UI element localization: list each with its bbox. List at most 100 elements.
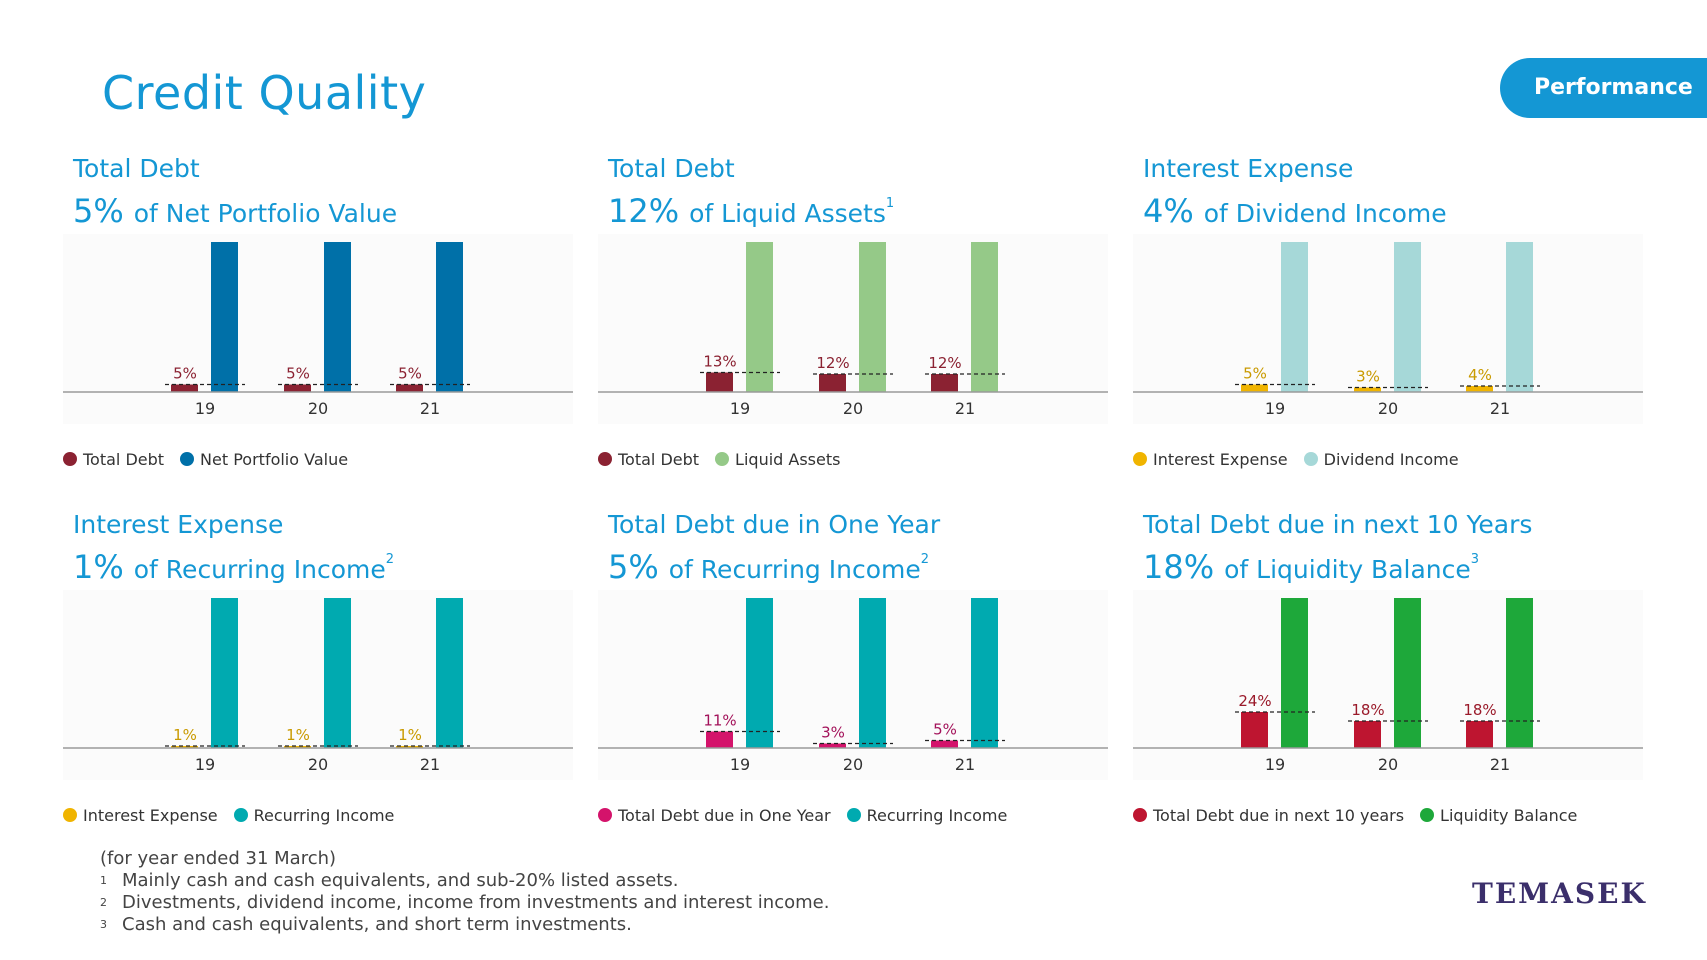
chart-legend: Total Debt due in One Year Recurring Inco… (598, 806, 1023, 825)
x-tick-label: 21 (420, 399, 440, 418)
footnotes: (for year ended 31 March) 1 Mainly cash a… (100, 848, 829, 936)
bar-interest-expense (1354, 387, 1381, 392)
data-label: 1% (286, 726, 310, 744)
footnote-ref: 1 (885, 196, 895, 211)
bar-recurring-income (324, 598, 351, 748)
x-tick-label: 19 (195, 399, 215, 418)
chart-legend: Total Debt Net Portfolio Value (63, 450, 364, 469)
bar-recurring-income (211, 598, 238, 748)
x-tick-label: 21 (1490, 399, 1510, 418)
x-tick-label: 20 (843, 399, 863, 418)
chart-title: Total Debt (608, 154, 735, 183)
legend-item: Interest Expense (1133, 450, 1288, 469)
bar-total-debt (931, 374, 958, 392)
bar-liquid-assets (971, 242, 998, 392)
bar-dividend-income (1506, 242, 1533, 392)
chart-title: Total Debt (73, 154, 200, 183)
chart-panel-4: Interest Expense 1% of Recurring Income2 1%… (63, 510, 593, 830)
bar-total-debt (706, 372, 733, 392)
chart-subtitle: 12% of Liquid Assets1 (608, 192, 894, 230)
plot-background (598, 590, 1108, 780)
bar-recurring-income (436, 598, 463, 748)
x-tick-label: 19 (1265, 399, 1285, 418)
legend-label: Recurring Income (866, 806, 1008, 825)
data-label: 12% (928, 354, 961, 372)
x-tick-label: 20 (1378, 755, 1398, 774)
legend-item: Net Portfolio Value (180, 450, 348, 469)
bar-liquidity-balance (1281, 598, 1308, 748)
plot-background (63, 590, 573, 780)
subtitle-text: of Recurring Income (133, 555, 386, 584)
chart-legend: Total Debt Liquid Assets (598, 450, 856, 469)
chart-legend: Total Debt due in next 10 years Liquidity… (1133, 806, 1593, 825)
bar-net-portfolio-value (211, 242, 238, 392)
data-label: 12% (816, 354, 849, 372)
x-tick-label: 21 (1490, 755, 1510, 774)
bar-total-debt-due-in-one-year (706, 731, 733, 748)
plot-background (63, 234, 573, 424)
bar-recurring-income (746, 598, 773, 748)
chart-legend: Interest Expense Recurring Income (63, 806, 410, 825)
footnote-1: 1 Mainly cash and cash equivalents, and s… (100, 870, 679, 891)
legend-item: Total Debt due in One Year (598, 806, 831, 825)
bar-total-debt (819, 374, 846, 392)
chart-panel-6: Total Debt due in next 10 Years 18% of Liq… (1133, 510, 1663, 830)
legend-swatch (1303, 452, 1318, 466)
subtitle-text: of Net Portfolio Value (133, 199, 398, 228)
data-label: 5% (286, 365, 310, 383)
data-label: 1% (173, 726, 197, 744)
bar-chart: 24% 19 18% 20 18% 21 (1133, 590, 1643, 780)
legend-label: Interest Expense (83, 806, 218, 825)
bar-total-debt-due-in-one-year (931, 740, 958, 748)
legend-swatch (233, 808, 248, 822)
legend-label: Liquid Assets (735, 450, 841, 469)
chart-title: Interest Expense (73, 510, 284, 539)
bar-interest-expense (171, 746, 198, 748)
legend-swatch (180, 452, 195, 466)
bar-chart: 5% 19 3% 20 4% 21 (1133, 234, 1643, 424)
legend-swatch (1420, 808, 1435, 822)
chart-legend: Interest Expense Dividend Income (1133, 450, 1475, 469)
legend-swatch (715, 452, 730, 466)
bar-total-debt-due-in-one-year (819, 743, 846, 748)
x-tick-label: 19 (195, 755, 215, 774)
footnote-ref: 2 (385, 552, 395, 567)
legend-label: Total Debt (618, 450, 700, 469)
x-tick-label: 20 (1378, 399, 1398, 418)
legend-label: Total Debt due in next 10 years (1153, 806, 1405, 825)
bar-interest-expense (1466, 386, 1493, 392)
bar-net-portfolio-value (324, 242, 351, 392)
data-label: 13% (703, 353, 736, 371)
headline-percent: 4% (1143, 192, 1194, 230)
data-label: 1% (398, 726, 422, 744)
legend-label: Total Debt (83, 450, 165, 469)
x-tick-label: 20 (843, 755, 863, 774)
bar-liquidity-balance (1506, 598, 1533, 748)
performance-tab[interactable]: Performance (1500, 58, 1707, 118)
plot-background (1133, 590, 1643, 780)
x-tick-label: 21 (420, 755, 440, 774)
bar-chart: 5% 19 5% 20 5% 21 (63, 234, 573, 424)
x-tick-label: 20 (308, 399, 328, 418)
bar-net-portfolio-value (436, 242, 463, 392)
chart-subtitle: 1% of Recurring Income2 (73, 548, 394, 586)
bar-total-debt (284, 384, 311, 392)
legend-item: Interest Expense (63, 806, 218, 825)
x-tick-label: 19 (730, 755, 750, 774)
plot-background (598, 234, 1108, 424)
chart-title: Total Debt due in One Year (608, 510, 941, 539)
legend-label: Total Debt due in One Year (618, 806, 831, 825)
headline-percent: 12% (608, 192, 680, 230)
chart-subtitle: 4% of Dividend Income (1143, 192, 1447, 230)
bar-interest-expense (1241, 384, 1268, 392)
legend-label: Dividend Income (1323, 450, 1459, 469)
plot-background (1133, 234, 1643, 424)
chart-panel-5: Total Debt due in One Year 5% of Recurring… (598, 510, 1128, 830)
legend-swatch (63, 452, 77, 466)
footnote-ref: 2 (920, 552, 930, 567)
legend-item: Total Debt (598, 450, 699, 469)
data-label: 18% (1351, 701, 1384, 719)
data-label: 3% (821, 724, 845, 742)
footnote-ref: 3 (1470, 552, 1480, 567)
bar-recurring-income (859, 598, 886, 748)
